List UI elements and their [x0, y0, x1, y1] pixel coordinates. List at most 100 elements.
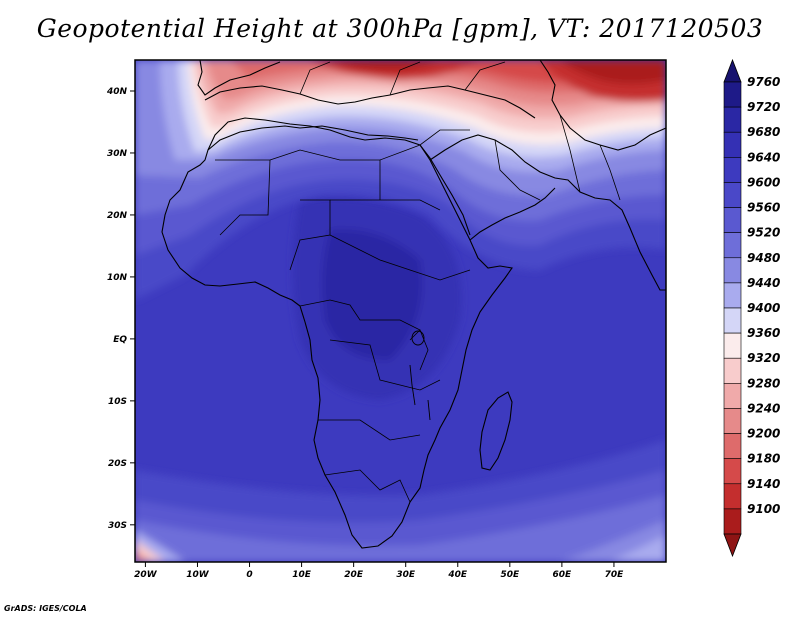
lon-tick-label: 10E: [292, 570, 312, 580]
colorbar-swatch: [723, 458, 742, 485]
border-europe-1: [299, 61, 331, 95]
coastlines: [161, 60, 666, 549]
colorbar-level-label: 9200: [747, 427, 780, 441]
height-field: [135, 60, 666, 562]
colorbar-swatch: [723, 508, 742, 535]
arabia-india-coast: [429, 134, 666, 291]
colorbar-level-label: 9720: [747, 100, 780, 114]
lat-tick-label: 20N: [107, 211, 128, 221]
lon-tick-label: 20W: [134, 570, 158, 580]
colorbar-level-label: 9600: [747, 175, 780, 189]
colorbar-swatch: [723, 433, 742, 459]
lon-tick-label: 40E: [447, 570, 468, 580]
border-angola-zambia: [318, 419, 421, 441]
colorbar-level-label: 9640: [747, 150, 780, 164]
band-9520-south: [135, 495, 666, 562]
band-9440-south: [610, 535, 666, 562]
colorbar-swatch: [723, 207, 742, 233]
lake-malawi: [427, 399, 431, 421]
border-sudan-north: [330, 199, 441, 211]
lon-tick-label: 20E: [344, 570, 364, 580]
grads-credit: GrADS: IGES/COLA: [4, 604, 87, 613]
map-frame: [134, 59, 667, 563]
colorbar-level-label: 9180: [747, 452, 780, 466]
colorbar-level-label: 9520: [747, 226, 780, 240]
colorbar-level-label: 9140: [747, 477, 780, 491]
border-pakistan: [599, 144, 621, 201]
border-europe-2: [389, 61, 421, 96]
colorbar-swatch: [723, 257, 742, 284]
colorbar-swatch: [723, 332, 742, 359]
border-iran: [559, 114, 581, 193]
border-drc-south: [329, 339, 441, 391]
colorbar-level-label: 9280: [747, 376, 780, 390]
chart-title: Geopotential Height at 300hPa [gpm], VT:…: [36, 14, 764, 43]
colorbar-swatch: [723, 408, 742, 434]
colorbar-swatch: [723, 307, 742, 334]
colorbar: 9760 9720 9680 9640 9600 9560 9520 9480 9440 9400…: [723, 58, 780, 558]
band-9240-sw: [135, 550, 150, 562]
colorbar-swatch: [723, 81, 742, 108]
lat-tick-label: 30N: [107, 149, 128, 159]
arabia-south-coast: [469, 187, 556, 241]
southern-gradient-bands: [135, 440, 666, 562]
mediterranean-south: [207, 125, 419, 151]
colorbar-level-label: 9560: [747, 201, 780, 215]
colorbar-swatch: [723, 357, 742, 384]
border-arabia: [494, 139, 541, 201]
lakes: [409, 330, 431, 421]
colorbar-level-label: 9440: [747, 276, 780, 290]
border-namibia-sa: [324, 469, 411, 503]
colorbar-swatch: [723, 383, 742, 409]
iberia-coast: [197, 60, 281, 96]
lake-tanganyika: [409, 364, 416, 406]
band-9100-med: [330, 60, 440, 70]
colorbar-level-label: 9480: [747, 251, 780, 265]
colorbar-swatch: [723, 106, 742, 133]
africa-outline: [161, 117, 513, 549]
longitude-axis: 20W 10W 0 10E 20E 30E 40E 50E 60E 70E: [134, 562, 624, 580]
colorbar-swatch: [723, 232, 742, 259]
equatorial-core: [292, 197, 462, 400]
border-central: [329, 234, 471, 281]
colorbar-swatch: [723, 483, 742, 510]
colorbar-level-label: 9680: [747, 125, 780, 139]
lon-tick-label: 70E: [605, 570, 625, 580]
colorbar-bottom-arrow: [723, 533, 742, 558]
lat-tick-label: 10N: [107, 273, 128, 283]
lat-tick-label: 20S: [108, 459, 127, 469]
lon-tick-label: 30E: [396, 570, 416, 580]
colorbar-level-label: 9100: [747, 502, 780, 516]
colorbar-swatch: [723, 131, 742, 158]
lon-tick-label: 50E: [500, 570, 520, 580]
colorbar-level-label: 9240: [747, 401, 780, 415]
colorbar-level-label: 9320: [747, 351, 780, 365]
colorbar-top-arrow: [723, 58, 742, 83]
country-borders: [215, 61, 621, 503]
band-9100-asia: [560, 60, 666, 84]
lat-tick-label: 30S: [108, 521, 127, 531]
border-nw-africa: [215, 159, 271, 236]
colorbar-swatch: [723, 157, 742, 183]
lon-tick-label: 0: [246, 570, 252, 580]
colorbar-swatch: [723, 182, 742, 208]
colorbar-level-label: 9360: [747, 326, 780, 340]
lon-tick-label: 10W: [186, 570, 210, 580]
caspian-persia-coast: [539, 60, 666, 151]
colorbar-level-label: 9760: [747, 75, 780, 89]
lake-victoria: [411, 330, 425, 346]
colorbar-swatch: [723, 282, 742, 309]
border-egypt: [379, 129, 470, 161]
madagascar-outline: [479, 391, 513, 471]
core-9720: [322, 229, 422, 360]
border-europe-3: [464, 61, 506, 91]
lat-tick-label: EQ: [113, 335, 127, 345]
red-sea-west: [419, 144, 471, 236]
lat-tick-label: 40N: [106, 87, 128, 97]
border-congo: [299, 299, 421, 331]
mediterranean-north: [204, 85, 536, 119]
colorbar-level-label: 9400: [747, 301, 780, 315]
border-sahara: [269, 149, 381, 200]
latitude-axis: 40N 30N 20N 10N EQ 10S 20S 30S: [106, 87, 135, 531]
lon-tick-label: 60E: [553, 570, 573, 580]
